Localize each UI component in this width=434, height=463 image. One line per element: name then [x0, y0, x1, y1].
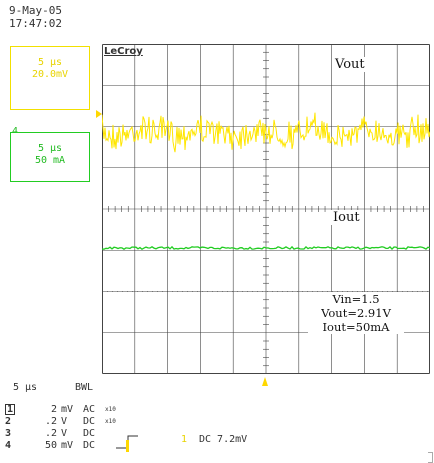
channel-3-setup-row[interactable]: 3 .2 V DC — [5, 428, 105, 439]
channel-unit: mV — [61, 440, 74, 451]
vout-trace-label: Vout — [333, 57, 367, 72]
channel-1-descriptor[interactable]: 5 µs 20.0mV — [10, 46, 90, 110]
trigger-source-channel[interactable]: 1 — [181, 434, 188, 445]
probe-attenuation: x10 — [105, 417, 116, 425]
capture-date: 9-May-05 — [9, 4, 62, 17]
channel-coupling: DC — [83, 440, 96, 451]
channel-4-scale: 50 mA — [34, 155, 66, 166]
conditions-annotation: Vin=1.5 Vout=2.91V Iout=50mA — [308, 292, 404, 334]
channel-4-descriptor[interactable]: 5 µs 50 mA — [10, 132, 90, 182]
channel-vdiv: 50 — [44, 440, 57, 451]
channel-1-voltage-trace — [102, 112, 430, 153]
channel-coupling: DC — [83, 428, 96, 439]
trigger-slope-icon[interactable] — [114, 432, 150, 452]
bandwidth-limit-indicator: BWL — [75, 382, 94, 393]
channel-1-scale: 20.0mV — [31, 69, 69, 80]
channel-coupling: DC — [83, 416, 96, 427]
channel-vdiv: .2 — [44, 428, 57, 439]
channel-unit: V — [61, 428, 68, 439]
corner-bracket-icon — [428, 452, 433, 463]
channel-vdiv: 2 — [50, 404, 57, 415]
channel-coupling: AC — [83, 404, 96, 415]
channel-number: 3 — [5, 428, 12, 439]
channel-number: 1 — [5, 404, 15, 415]
channel-4-level-marker: 4 — [12, 126, 18, 137]
channel-number: 4 — [5, 440, 12, 451]
channel-unit: V — [61, 416, 68, 427]
iout-trace-label: Iout — [331, 210, 362, 225]
vout-annotation: Vout=2.91V — [321, 306, 391, 320]
channel-number: 2 — [5, 416, 12, 427]
vin-annotation: Vin=1.5 — [332, 292, 380, 306]
channel-4-current-trace — [102, 245, 430, 251]
iout-annotation: Iout=50mA — [322, 320, 390, 334]
timebase-readout[interactable]: 5 µs — [13, 382, 38, 393]
capture-time: 17:47:02 — [9, 17, 62, 30]
channel-1-timebase: 5 µs — [37, 57, 63, 68]
channel-vdiv: .2 — [44, 416, 57, 427]
channel-1-setup-row[interactable]: 1 2 mV AC x10 — [5, 404, 116, 415]
channel-2-setup-row[interactable]: 2 .2 V DC x10 — [5, 416, 116, 427]
trigger-position-marker-icon[interactable] — [262, 377, 268, 386]
channel-unit: mV — [61, 404, 74, 415]
lecroy-logo: LeCroy — [104, 46, 143, 57]
probe-attenuation: x10 — [105, 405, 116, 413]
channel-4-timebase: 5 µs — [37, 143, 63, 154]
channel-1-offset-arrow-icon — [96, 110, 102, 118]
channel-4-setup-row[interactable]: 4 50 mV DC — [5, 440, 105, 451]
trigger-level-readout[interactable]: DC 7.2mV — [199, 434, 248, 445]
